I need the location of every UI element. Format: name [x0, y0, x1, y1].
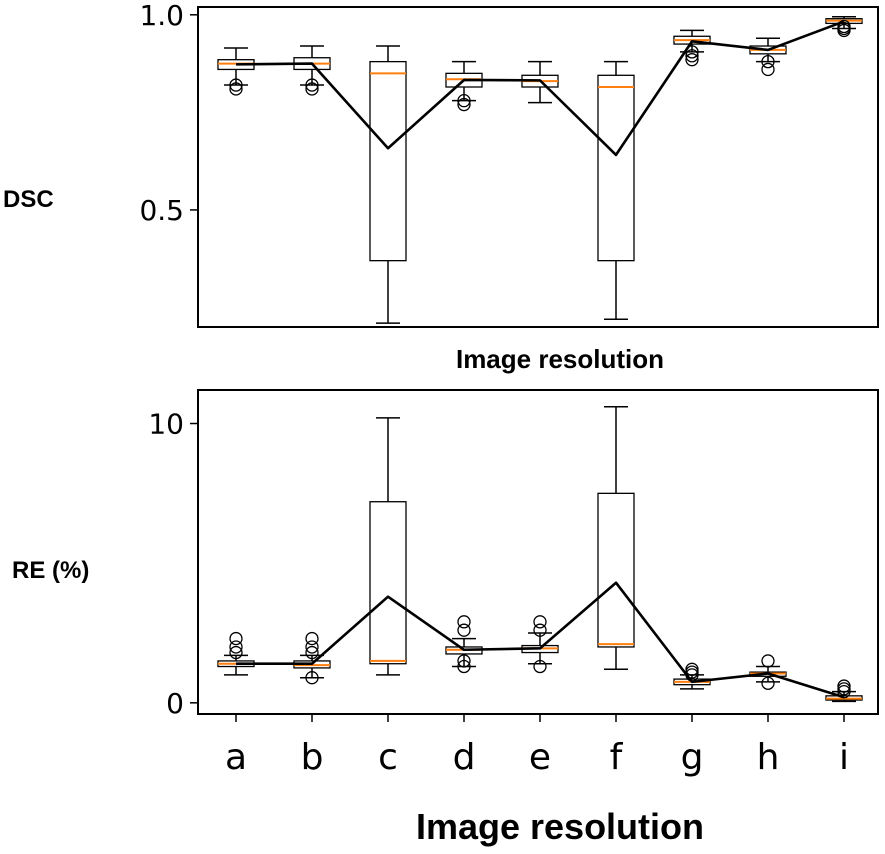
outlier-point [685, 49, 699, 63]
dsc-axis-label: DSC [3, 186, 54, 213]
re-box-d [445, 615, 483, 674]
re-xaxis-title: Image resolution [415, 806, 705, 847]
re-xtick-label-e: e [529, 737, 551, 778]
outlier-point [229, 631, 243, 646]
dsc-box-c [369, 45, 407, 324]
re-box-c [369, 417, 407, 676]
box-body [597, 492, 635, 648]
outlier-point [457, 654, 471, 668]
outlier-point [457, 94, 471, 108]
dsc-panel: 0.5 1.0 [139, 0, 879, 328]
re-xtick-label-f: f [610, 737, 624, 778]
dsc-box-f [597, 60, 635, 320]
re-mean-line [236, 581, 845, 699]
re-ytick-label: 10 [148, 408, 184, 441]
dsc-ytick-label: 0.5 [139, 194, 184, 227]
outlier-point [229, 640, 243, 654]
dsc-box-d [445, 60, 483, 112]
re-axis-label: RE (%) [12, 557, 90, 584]
outlier-point [229, 645, 243, 660]
outlier-point [533, 615, 547, 629]
outlier-point [305, 671, 319, 685]
re-xtick-label-a: a [225, 737, 247, 778]
outlier-point [761, 654, 775, 668]
re-xtick-label-d: d [453, 737, 476, 778]
re-xtick-label-h: h [757, 737, 780, 778]
re-plot-frame [197, 389, 879, 715]
re-box-e [521, 615, 559, 674]
re-panel: 0 10 a b c d e f g h i [148, 389, 879, 778]
outlier-point [685, 662, 699, 676]
outlier-point [457, 659, 471, 674]
re-xtick-label-b: b [301, 737, 324, 778]
outlier-point [761, 676, 775, 690]
re-xtick-label-i: i [839, 737, 849, 778]
outlier-point [837, 19, 851, 34]
re-xtick-label-g: g [681, 737, 704, 778]
outlier-point [457, 615, 471, 629]
re-box-i [825, 679, 863, 703]
dsc-ytick-label: 1.0 [139, 0, 184, 32]
outlier-point [685, 53, 699, 67]
re-box-a [217, 631, 255, 676]
re-xtick-label-c: c [378, 737, 398, 778]
outlier-point [229, 82, 243, 96]
outlier-point [305, 645, 319, 660]
box-body [369, 60, 407, 262]
outlier-point [305, 631, 319, 646]
outlier-point [533, 623, 547, 637]
re-box-h [749, 654, 787, 690]
dsc-box-a [217, 47, 255, 96]
dsc-box-h [749, 37, 787, 77]
outlier-point [837, 679, 851, 693]
outlier-point [457, 97, 471, 112]
outlier-point [305, 82, 319, 96]
outlier-point [305, 640, 319, 654]
dsc-box-b [293, 45, 331, 96]
outlier-point [457, 623, 471, 637]
dsc-plot-frame [197, 6, 879, 328]
re-ytick-label: 0 [166, 687, 184, 720]
box-body [369, 501, 407, 665]
dsc-mean-line [235, 20, 845, 157]
outlier-point [761, 62, 775, 77]
box-body [597, 74, 635, 262]
re-box-f [597, 406, 635, 671]
outlier-point [305, 78, 319, 92]
outlier-point [229, 78, 243, 92]
outlier-point [761, 54, 775, 69]
outlier-point [533, 659, 547, 674]
re-box-b [293, 631, 331, 685]
dsc-xaxis-title: Image resolution [455, 344, 665, 374]
